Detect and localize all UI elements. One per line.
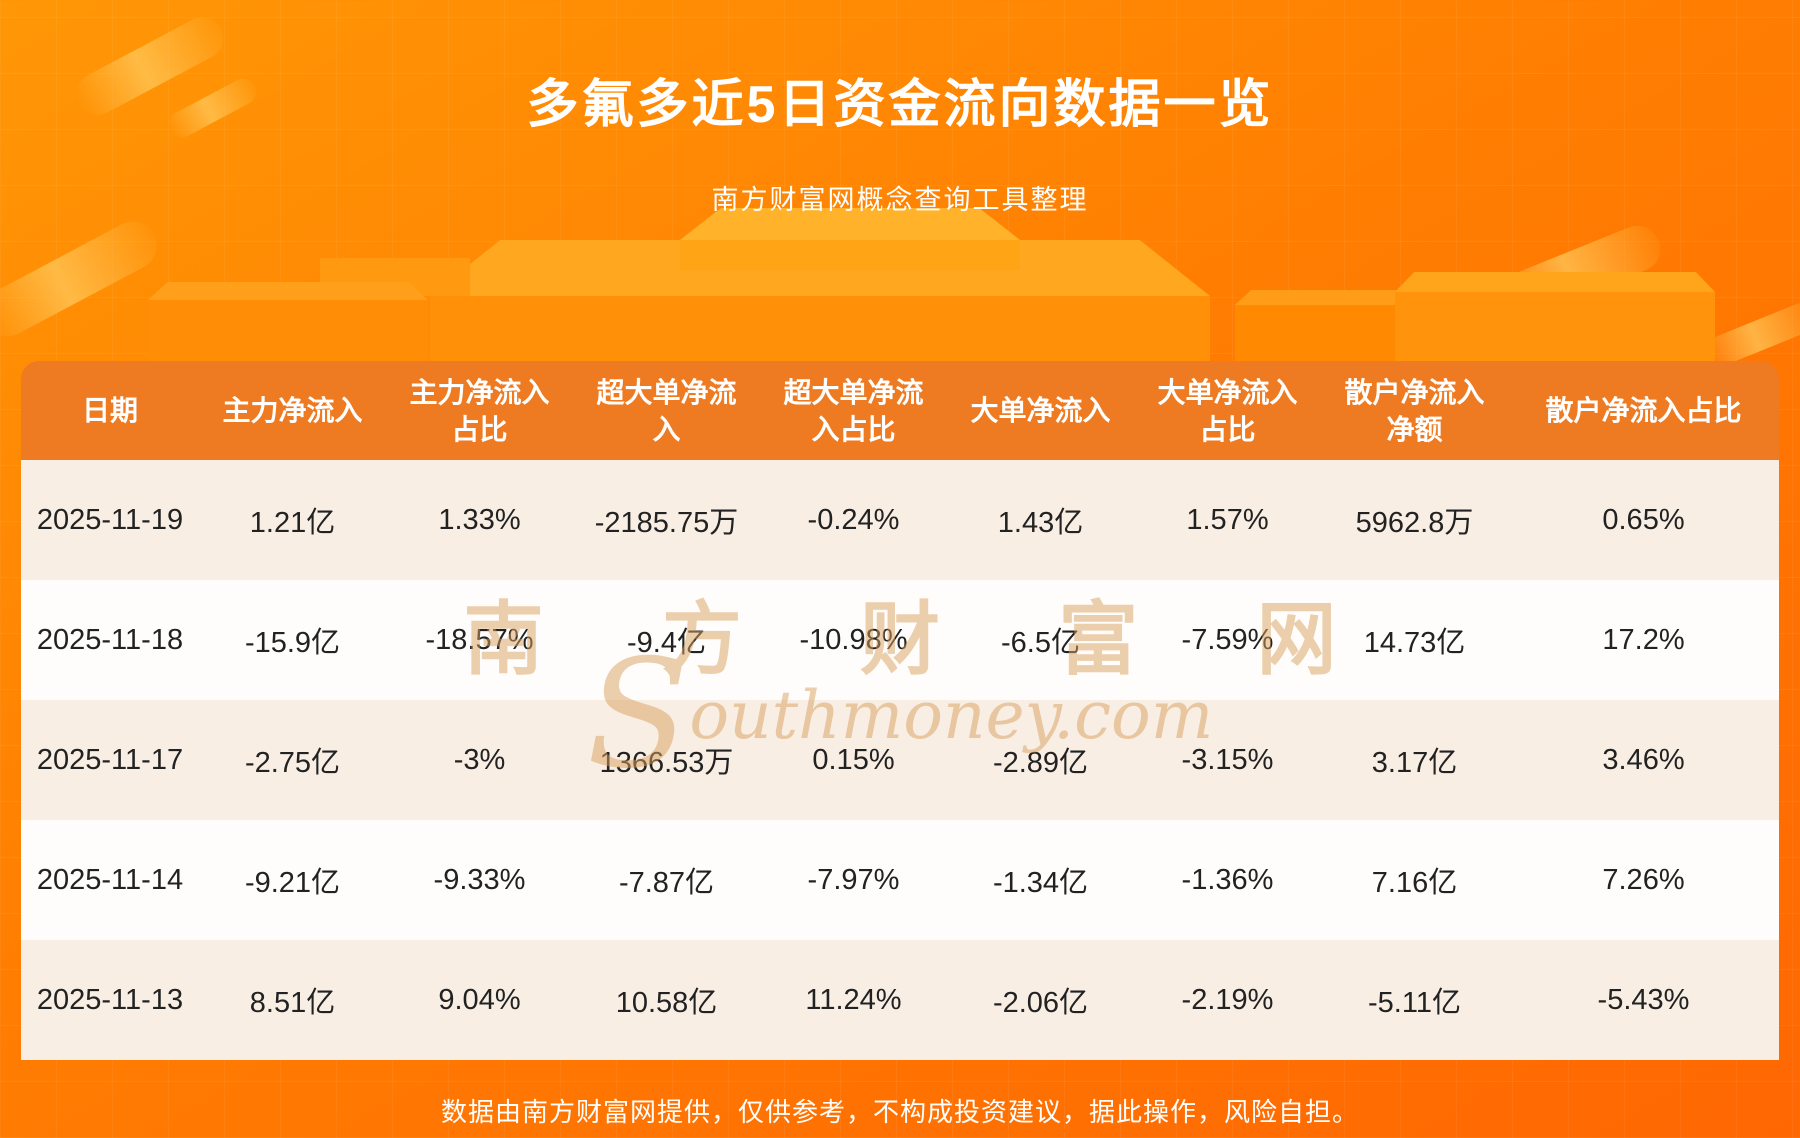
value-cell: 5962.8万 bbox=[1355, 507, 1474, 539]
value-cell: -2.06亿 bbox=[992, 987, 1089, 1019]
value-cell: 3.17亿 bbox=[1371, 747, 1458, 779]
page-title: 多氟多近5日资金流向数据一览 bbox=[526, 76, 1274, 134]
value-cell: -3% bbox=[453, 743, 506, 776]
value-cell: -1.36% bbox=[1181, 863, 1274, 896]
value-cell: 1366.53万 bbox=[599, 747, 734, 779]
value-cell: -7.87亿 bbox=[618, 867, 715, 899]
table-row: 2025-11-13 8.51亿 9.04% 10.58亿 11.24% -2.06亿 -2… bbox=[21, 940, 1779, 1060]
value-cell: -5.43% bbox=[1597, 983, 1690, 1016]
value-cell: -1.34亿 bbox=[992, 867, 1089, 899]
column-header: 散户净流入占比 bbox=[1508, 361, 1779, 460]
date-cell: 2025-11-17 bbox=[36, 743, 184, 776]
date-cell: 2025-11-14 bbox=[36, 863, 184, 896]
table-body: 2025-11-19 1.21亿 1.33% -2185.75万 -0.24% 1.43亿… bbox=[21, 460, 1779, 1060]
value-cell: 7.26% bbox=[1602, 863, 1685, 896]
value-cell: -18.57% bbox=[425, 623, 534, 656]
value-cell: -6.5亿 bbox=[1001, 627, 1080, 659]
column-header: 大单净流入 bbox=[947, 361, 1134, 460]
column-header: 主力净流入占比 bbox=[386, 361, 573, 460]
date-cell: 2025-11-19 bbox=[36, 503, 184, 536]
date-cell: 2025-11-18 bbox=[36, 623, 184, 656]
decor-podium-box-front bbox=[680, 240, 1020, 270]
value-cell: 10.58亿 bbox=[615, 987, 718, 1019]
value-cell: -2.89亿 bbox=[992, 747, 1089, 779]
value-cell: 8.51亿 bbox=[249, 987, 336, 1019]
value-cell: -7.97% bbox=[807, 863, 900, 896]
table-row: 2025-11-17 -2.75亿 -3% 1366.53万 0.15% -2.89亿 -3… bbox=[21, 700, 1779, 820]
decor-podium-right-small-top bbox=[1235, 290, 1435, 305]
value-cell: 1.43亿 bbox=[997, 507, 1084, 539]
value-cell: -7.59% bbox=[1181, 623, 1274, 656]
column-header: 散户净流入净额 bbox=[1321, 361, 1508, 460]
value-cell: 11.24% bbox=[805, 983, 902, 1016]
decor-podium-right-top bbox=[1395, 272, 1715, 292]
decor-podium-center-front bbox=[430, 296, 1210, 361]
table-row: 2025-11-18 -15.9亿 -18.57% -9.4亿 -10.98% -6.5亿… bbox=[21, 580, 1779, 700]
value-cell: 17.2% bbox=[1602, 623, 1685, 656]
value-cell: 1.33% bbox=[438, 503, 521, 536]
value-cell: 0.15% bbox=[812, 743, 895, 776]
column-header: 大单净流入占比 bbox=[1134, 361, 1321, 460]
decor-podium-right-front bbox=[1395, 292, 1715, 361]
column-header: 超大单净流入占比 bbox=[760, 361, 947, 460]
value-cell: 9.04% bbox=[438, 983, 521, 1016]
column-header: 超大单净流入 bbox=[573, 361, 760, 460]
table-row: 2025-11-19 1.21亿 1.33% -2185.75万 -0.24% 1.43亿… bbox=[21, 460, 1779, 580]
table-row: 2025-11-14 -9.21亿 -9.33% -7.87亿 -7.97% -1.34亿… bbox=[21, 820, 1779, 940]
table-header-row: 日期 主力净流入 主力净流入占比 超大单净流入 超大单净流入占比 大单净流入 大单净流入占比… bbox=[21, 361, 1779, 460]
decor-podium-left-top bbox=[148, 282, 428, 300]
value-cell: 14.73亿 bbox=[1363, 627, 1466, 659]
footer-disclaimer: 数据由南方财富网提供，仅供参考，不构成投资建议，据此操作，风险自担。 bbox=[440, 1097, 1359, 1127]
column-header: 主力净流入 bbox=[199, 361, 386, 460]
value-cell: 1.57% bbox=[1186, 503, 1269, 536]
date-cell: 2025-11-13 bbox=[36, 983, 184, 1016]
decor-podium-left-front bbox=[148, 300, 428, 361]
page-subtitle: 南方财富网概念查询工具整理 bbox=[711, 185, 1089, 215]
value-cell: 7.16亿 bbox=[1371, 867, 1458, 899]
fund-flow-table: 日期 主力净流入 主力净流入占比 超大单净流入 超大单净流入占比 大单净流入 大单净流入占比… bbox=[21, 361, 1779, 1060]
value-cell: 3.46% bbox=[1602, 743, 1685, 776]
decor-podium-box-top bbox=[680, 208, 1020, 240]
value-cell: -2.75亿 bbox=[244, 747, 341, 779]
value-cell: -2.19% bbox=[1181, 983, 1274, 1016]
value-cell: -9.4亿 bbox=[627, 627, 706, 659]
value-cell: -9.33% bbox=[433, 863, 526, 896]
value-cell: -15.9亿 bbox=[244, 627, 341, 659]
value-cell: -2185.75万 bbox=[594, 507, 739, 539]
column-header: 日期 bbox=[21, 361, 199, 460]
value-cell: -0.24% bbox=[807, 503, 900, 536]
value-cell: -3.15% bbox=[1181, 743, 1274, 776]
value-cell: -5.11亿 bbox=[1368, 987, 1461, 1019]
value-cell: -9.21亿 bbox=[244, 867, 341, 899]
value-cell: 0.65% bbox=[1602, 503, 1685, 536]
value-cell: 1.21亿 bbox=[249, 507, 336, 539]
value-cell: -10.98% bbox=[799, 623, 908, 656]
